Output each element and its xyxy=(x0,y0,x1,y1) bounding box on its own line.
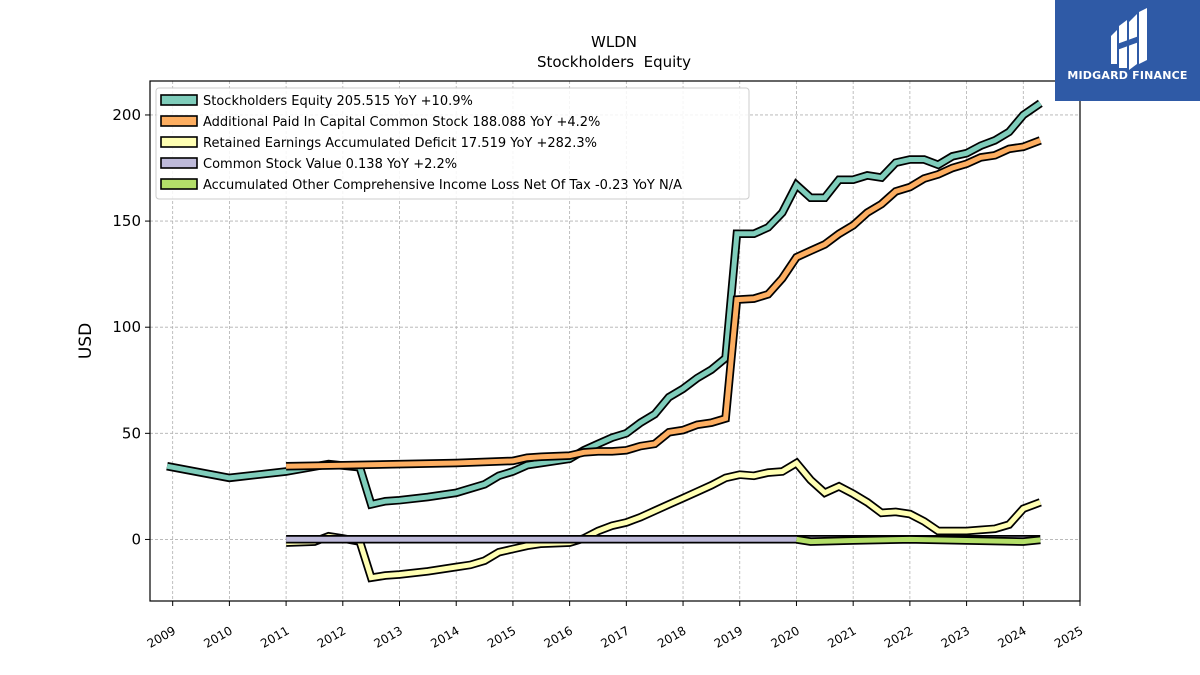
series-retained-earnings-accumulated-deficit xyxy=(285,457,1042,583)
plot-frame xyxy=(149,80,1081,602)
series-line xyxy=(796,536,1041,545)
legend-entry: Additional Paid In Capital Common Stock … xyxy=(203,115,600,130)
logo-mark-icon xyxy=(1111,8,1147,70)
series-accumulated-other-comprehensive-income-loss-net-of-tax xyxy=(795,535,1041,546)
chart-title: WLDN xyxy=(591,33,637,51)
x-tick-label: 2024 xyxy=(995,623,1028,650)
y-tick-label: 200 xyxy=(112,106,141,124)
legend-entry: Stockholders Equity 205.515 YoY +10.9% xyxy=(203,94,473,109)
series-layer xyxy=(166,99,1043,583)
legend: Stockholders Equity 205.515 YoY +10.9% Ad… xyxy=(155,87,750,200)
y-axis-label: USD xyxy=(76,323,96,359)
series-line xyxy=(166,101,1042,508)
logo-text: MIDGARD FINANCE xyxy=(1067,69,1188,82)
y-tick-label: 0 xyxy=(131,530,141,548)
legend-entry: Retained Earnings Accumulated Deficit 17… xyxy=(203,136,597,151)
series-line xyxy=(286,459,1042,581)
x-tick-label: 2021 xyxy=(825,623,858,650)
x-tick-label: 2011 xyxy=(258,623,291,650)
y-tick-label: 150 xyxy=(112,212,141,230)
legend-swatch xyxy=(160,157,198,169)
legend-box xyxy=(155,87,750,200)
legend-swatch xyxy=(160,136,198,148)
legend-entry: Common Stock Value 0.138 YoY +2.2% xyxy=(203,157,457,172)
x-tick-label: 2020 xyxy=(769,623,802,650)
x-tick-label: 2023 xyxy=(939,623,972,650)
x-tick-label: 2018 xyxy=(655,623,688,650)
x-tick-label: 2010 xyxy=(201,623,234,650)
series-line xyxy=(286,138,1042,469)
x-tick-label: 2014 xyxy=(428,623,461,650)
chart-subtitle: Stockholders Equity xyxy=(537,53,691,71)
x-tick-label: 2016 xyxy=(542,623,575,650)
legend-swatch xyxy=(160,94,198,106)
legend-swatch xyxy=(160,178,198,190)
series-line-outline xyxy=(285,457,1042,583)
y-tick-label: 50 xyxy=(122,424,141,442)
legend-swatch xyxy=(160,115,198,127)
series-additional-paid-in-capital-common-stock xyxy=(286,136,1042,471)
x-tick-label: 2022 xyxy=(882,623,915,650)
legend-entry: Accumulated Other Comprehensive Income L… xyxy=(203,178,682,193)
series-stockholders-equity xyxy=(166,99,1043,510)
x-tick-label: 2012 xyxy=(315,623,348,650)
x-tick-label: 2015 xyxy=(485,623,518,650)
x-tick-label: 2019 xyxy=(712,623,745,650)
x-tick-label: 2013 xyxy=(372,623,405,650)
x-tick-label: 2025 xyxy=(1052,623,1085,650)
x-tick-label: 2017 xyxy=(598,623,631,650)
midgard-finance-logo: MIDGARD FINANCE xyxy=(1055,0,1200,101)
y-tick-label: 100 xyxy=(112,318,141,336)
x-tick-label: 2009 xyxy=(145,623,178,650)
